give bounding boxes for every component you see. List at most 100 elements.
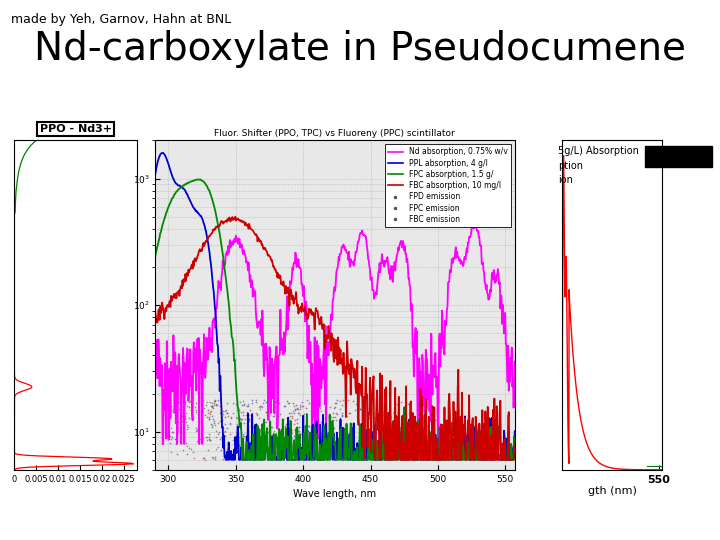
Point <box>379 413 390 422</box>
Point <box>422 421 433 430</box>
Point <box>319 407 330 415</box>
Point <box>272 442 284 451</box>
Point <box>312 453 323 461</box>
PPL absorption, 4 g/l <box>392 455 401 461</box>
Line: FPC absorption, 1.5 g/: FPC absorption, 1.5 g/ <box>155 179 515 460</box>
Point <box>238 400 250 408</box>
Point <box>267 406 279 415</box>
FPC absorption, 1.5 g/ <box>392 456 401 463</box>
Point <box>297 402 309 411</box>
Point <box>207 402 218 411</box>
Point <box>294 411 306 420</box>
Point <box>258 395 269 404</box>
Point <box>238 401 250 409</box>
Point <box>265 449 276 457</box>
Point <box>294 433 305 442</box>
Point <box>307 400 318 409</box>
Point <box>296 402 307 410</box>
Point <box>220 419 231 428</box>
Point <box>297 434 309 442</box>
FBC absorption, 10 mg/l <box>314 315 323 321</box>
Point <box>181 442 193 450</box>
Point <box>238 452 249 461</box>
Point <box>395 454 407 463</box>
Point <box>163 402 174 410</box>
Point <box>235 414 246 423</box>
Point <box>292 427 304 436</box>
Point <box>212 418 223 427</box>
FBC absorption, 10 mg/l <box>231 213 240 220</box>
Point <box>205 407 217 415</box>
Point <box>326 420 338 429</box>
Bar <box>646 146 711 167</box>
Point <box>251 409 262 418</box>
Point <box>241 407 253 416</box>
Point <box>183 444 194 453</box>
Point <box>323 428 334 437</box>
Point <box>219 435 230 443</box>
Point <box>246 395 258 404</box>
Point <box>383 447 395 455</box>
Point <box>288 420 300 429</box>
Point <box>177 405 189 414</box>
Point <box>368 413 379 422</box>
Point <box>169 435 181 444</box>
Point <box>225 420 236 428</box>
Point <box>177 426 189 435</box>
Point <box>240 437 252 446</box>
Point <box>355 429 366 438</box>
Point <box>377 421 389 429</box>
Point <box>295 429 307 438</box>
Point <box>238 396 249 405</box>
Point <box>273 448 284 457</box>
Point <box>318 441 330 449</box>
Point <box>353 445 364 454</box>
FBC absorption, 10 mg/l <box>423 456 431 463</box>
Point <box>323 449 334 458</box>
Nd absorption, 0.75% w/v <box>363 248 372 254</box>
Point <box>248 430 260 438</box>
Point <box>236 415 248 424</box>
Point <box>238 408 249 416</box>
Point <box>233 441 245 449</box>
Point <box>171 427 182 436</box>
Point <box>308 408 320 416</box>
Point <box>341 427 352 436</box>
Point <box>402 400 414 409</box>
Point <box>171 450 183 458</box>
PPL absorption, 4 g/l <box>150 173 159 180</box>
Point <box>200 433 212 441</box>
Point <box>215 408 226 417</box>
Point <box>329 440 341 449</box>
Point <box>210 433 221 442</box>
Point <box>290 401 302 409</box>
Point <box>253 426 264 435</box>
Point <box>286 429 297 437</box>
Point <box>379 444 391 453</box>
PPL absorption, 4 g/l <box>423 450 431 456</box>
PPL absorption, 4 g/l <box>215 355 223 362</box>
Point <box>210 401 222 410</box>
Point <box>203 415 215 423</box>
Point <box>317 414 328 422</box>
Point <box>204 436 216 445</box>
Point <box>363 413 374 422</box>
Point <box>207 423 218 431</box>
Text: Nd-carboxylate in Pseudocumene: Nd-carboxylate in Pseudocumene <box>34 30 686 68</box>
FPC absorption, 1.5 g/ <box>510 456 519 462</box>
Point <box>177 403 189 411</box>
Point <box>324 433 336 442</box>
Point <box>334 396 346 405</box>
Point <box>370 424 382 433</box>
Point <box>228 399 239 407</box>
FPC absorption, 1.5 g/ <box>195 176 204 183</box>
Point <box>222 409 233 418</box>
Point <box>336 432 348 441</box>
Point <box>276 430 288 439</box>
FPC absorption, 1.5 g/ <box>244 456 253 463</box>
Point <box>281 455 292 464</box>
Point <box>323 438 334 447</box>
Point <box>398 402 410 411</box>
Point <box>202 408 214 417</box>
Point <box>429 416 441 424</box>
